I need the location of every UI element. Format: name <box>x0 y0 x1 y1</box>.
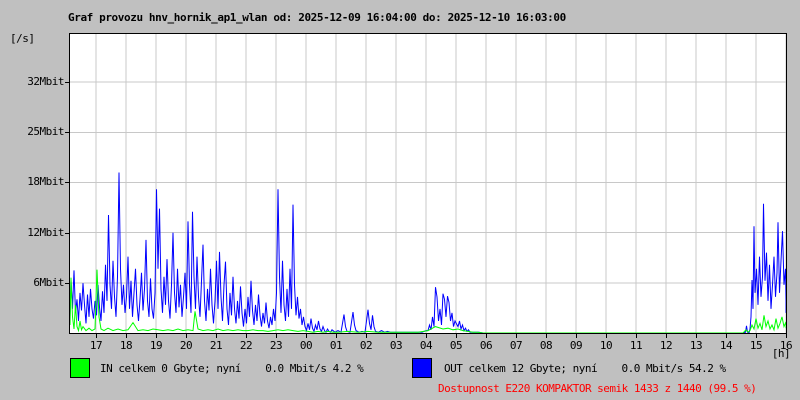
x-tick-label: 10 <box>599 339 613 352</box>
out-series-swatch <box>412 358 432 378</box>
x-tick-label: 02 <box>359 339 373 352</box>
x-tick-mark <box>486 334 487 338</box>
x-tick-mark <box>306 334 307 338</box>
x-tick-label: 04 <box>419 339 433 352</box>
x-tick-label: 20 <box>179 339 193 352</box>
x-tick-label: 22 <box>239 339 253 352</box>
x-tick-label: 08 <box>539 339 553 352</box>
in-series-swatch <box>70 358 90 378</box>
x-tick-mark <box>396 334 397 338</box>
x-tick-mark <box>546 334 547 338</box>
y-tick-label: 25Mbit <box>27 125 64 139</box>
x-tick-mark <box>636 334 637 338</box>
x-tick-label: 16 <box>779 339 793 352</box>
x-tick-label: 17 <box>89 339 103 352</box>
x-tick-mark <box>606 334 607 338</box>
y-tick-label: 12Mbit <box>27 225 64 239</box>
x-tick-mark <box>756 334 757 338</box>
x-tick-label: 05 <box>449 339 463 352</box>
traffic-chart <box>70 34 786 333</box>
x-tick-mark <box>516 334 517 338</box>
x-tick-label: 06 <box>479 339 493 352</box>
x-tick-mark <box>156 334 157 338</box>
x-tick-mark <box>726 334 727 338</box>
y-axis-unit-label: [/s] <box>10 32 35 45</box>
x-tick-mark <box>336 334 337 338</box>
y-tick-mark <box>65 132 70 133</box>
x-tick-mark <box>426 334 427 338</box>
x-tick-mark <box>246 334 247 338</box>
y-tick-label: 18Mbit <box>27 175 64 189</box>
x-tick-label: 11 <box>629 339 643 352</box>
x-tick-label: 07 <box>509 339 523 352</box>
x-tick-mark <box>96 334 97 338</box>
x-tick-mark <box>186 334 187 338</box>
x-tick-label: 23 <box>269 339 283 352</box>
x-tick-label: 03 <box>389 339 403 352</box>
x-tick-label: 18 <box>119 339 133 352</box>
x-tick-label: 15 <box>749 339 763 352</box>
x-tick-label: 13 <box>689 339 703 352</box>
x-tick-label: 12 <box>659 339 673 352</box>
x-tick-mark <box>276 334 277 338</box>
plot-area: 17 18 19 20 21 22 23 00 01 02 03 04 05 06 07 08 09 10 11 12… <box>27 33 793 352</box>
y-tick-label: 32Mbit <box>27 75 64 89</box>
out-legend-label: OUT celkem 12 Gbyte; nyní 0.0 Mbit/s 54.… <box>444 362 726 375</box>
x-tick-mark <box>786 334 787 338</box>
x-tick-mark <box>456 334 457 338</box>
x-tick-label: 14 <box>719 339 733 352</box>
y-tick-mark <box>65 283 70 284</box>
x-axis-unit-label: [h] <box>771 347 791 360</box>
x-tick-label: 00 <box>299 339 313 352</box>
y-tick-label: 6Mbit <box>33 275 64 289</box>
x-tick-mark <box>126 334 127 338</box>
x-tick-label: 21 <box>209 339 223 352</box>
y-tick-mark <box>65 182 70 183</box>
x-tick-mark <box>696 334 697 338</box>
y-tick-mark <box>65 233 70 234</box>
x-tick-mark <box>216 334 217 338</box>
x-tick-label: 01 <box>329 339 343 352</box>
y-tick-mark <box>65 82 70 83</box>
x-tick-mark <box>576 334 577 338</box>
in-legend-label: IN celkem 0 Gbyte; nyní 0.0 Mbit/s 4.2 % <box>100 362 364 375</box>
x-tick-label: 09 <box>569 339 583 352</box>
page-title: Graf provozu hnv_hornik_ap1_wlan od: 202… <box>68 11 566 24</box>
x-tick-mark <box>366 334 367 338</box>
x-tick-label: 19 <box>149 339 163 352</box>
availability-text: Dostupnost E220 KOMPAKTOR semik 1433 z 1… <box>438 382 757 395</box>
x-tick-mark <box>666 334 667 338</box>
